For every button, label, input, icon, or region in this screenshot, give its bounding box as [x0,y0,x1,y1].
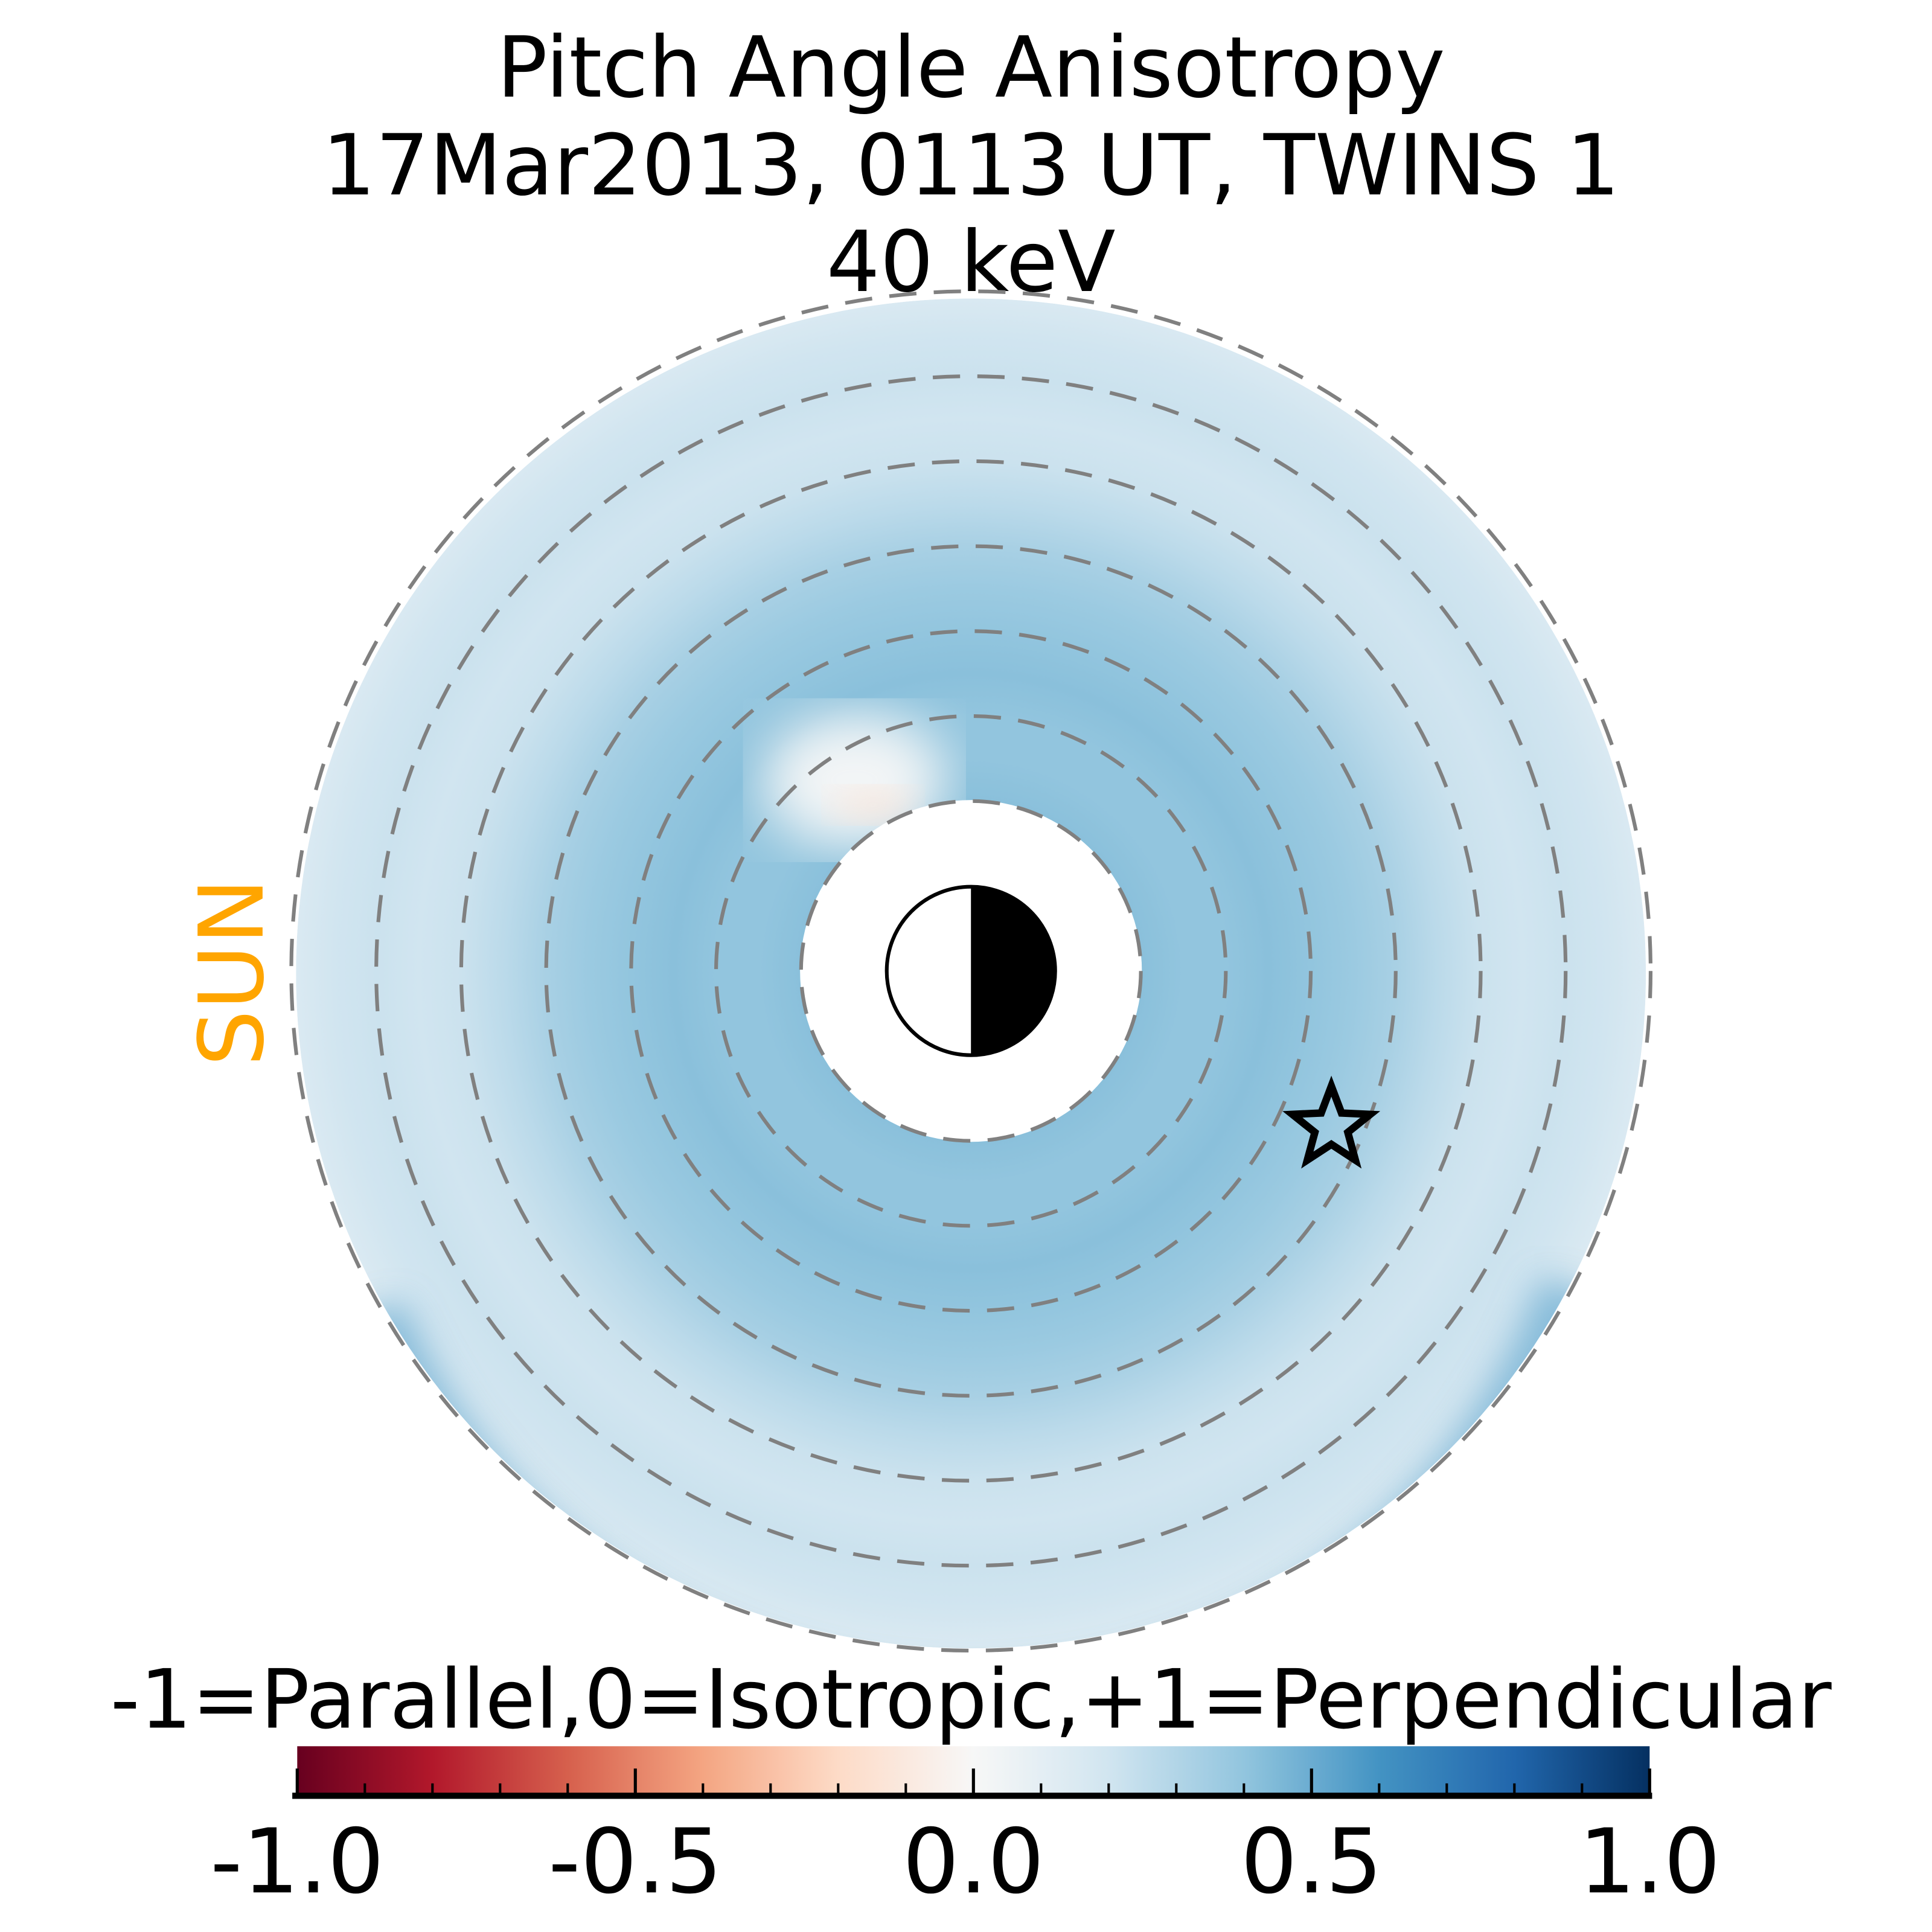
distance-rings [289,289,1653,1653]
distance-ring [629,629,1313,1313]
distance-ring [714,714,1228,1228]
title-line-3: 40 keV [827,213,1116,311]
distance-ring [374,374,1568,1568]
colorbar-ticks: -1.0 -0.5 0.0 0.5 1.0 [210,1768,1721,1913]
distance-ring [289,289,1653,1653]
colorbar-tick-label: -1.0 [210,1809,384,1913]
distance-ring [544,544,1398,1398]
colorbar-tick-label: -0.5 [548,1809,722,1913]
heatmap-parallel-region [830,787,916,823]
sun-label: SUN [180,878,284,1066]
colorbar-tick-label: 0.5 [1241,1809,1383,1913]
colorbar-tick-label: 0.0 [903,1809,1044,1913]
earth-icon [884,884,1057,1057]
title-line-2: 17Mar2013, 0113 UT, TWINS 1 [322,117,1620,214]
star-icon [1282,1075,1381,1169]
colorbar-label: -1=Parallel,0=Isotropic,+1=Perpendicular [110,1652,1832,1747]
title-line-1: Pitch Angle Anisotropy [497,19,1445,117]
distance-ring [799,799,1143,1143]
distance-ring [459,459,1483,1483]
colorbar-tick-label: 1.0 [1579,1809,1721,1913]
